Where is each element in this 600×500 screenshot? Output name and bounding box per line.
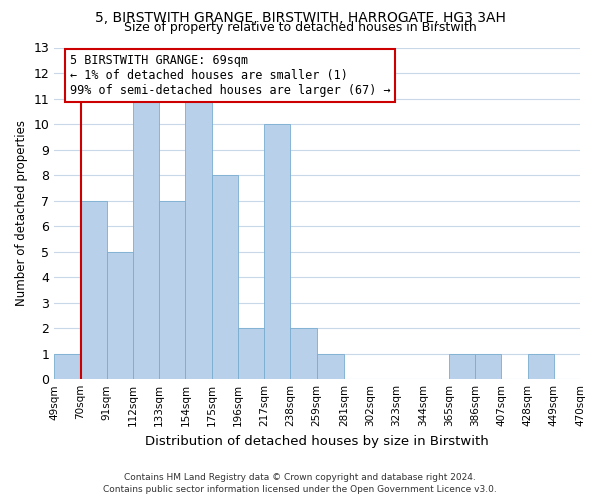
Bar bbox=[449, 354, 475, 379]
Bar bbox=[159, 200, 185, 379]
Bar bbox=[133, 98, 159, 379]
Bar bbox=[264, 124, 290, 379]
Bar bbox=[107, 252, 133, 379]
Bar bbox=[185, 98, 212, 379]
Text: 5 BIRSTWITH GRANGE: 69sqm
← 1% of detached houses are smaller (1)
99% of semi-de: 5 BIRSTWITH GRANGE: 69sqm ← 1% of detach… bbox=[70, 54, 391, 97]
X-axis label: Distribution of detached houses by size in Birstwith: Distribution of detached houses by size … bbox=[145, 434, 489, 448]
Bar bbox=[238, 328, 264, 379]
Bar bbox=[475, 354, 502, 379]
Bar bbox=[527, 354, 554, 379]
Bar bbox=[290, 328, 317, 379]
Text: Contains HM Land Registry data © Crown copyright and database right 2024.
Contai: Contains HM Land Registry data © Crown c… bbox=[103, 472, 497, 494]
Bar bbox=[212, 175, 238, 379]
Bar bbox=[317, 354, 344, 379]
Text: 5, BIRSTWITH GRANGE, BIRSTWITH, HARROGATE, HG3 3AH: 5, BIRSTWITH GRANGE, BIRSTWITH, HARROGAT… bbox=[95, 11, 505, 25]
Bar bbox=[54, 354, 80, 379]
Bar bbox=[80, 200, 107, 379]
Y-axis label: Number of detached properties: Number of detached properties bbox=[15, 120, 28, 306]
Text: Size of property relative to detached houses in Birstwith: Size of property relative to detached ho… bbox=[124, 22, 476, 35]
